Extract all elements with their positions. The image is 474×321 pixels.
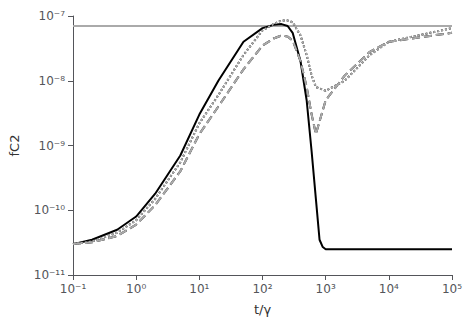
svg-text:10⁰: 10⁰ <box>126 282 146 296</box>
svg-text:10⁻⁸: 10⁻⁸ <box>39 74 66 88</box>
svg-text:fC2: fC2 <box>7 135 22 157</box>
svg-text:10⁻¹¹: 10⁻¹¹ <box>34 268 65 282</box>
svg-text:10³: 10³ <box>316 282 336 296</box>
svg-text:10¹: 10¹ <box>189 282 209 296</box>
svg-text:10⁻¹: 10⁻¹ <box>60 282 87 296</box>
svg-text:t/γ: t/γ <box>254 302 271 317</box>
svg-text:10⁻⁹: 10⁻⁹ <box>39 139 66 153</box>
svg-text:10⁵: 10⁵ <box>442 282 462 296</box>
svg-text:10⁴: 10⁴ <box>379 282 399 296</box>
svg-text:10⁻¹⁰: 10⁻¹⁰ <box>34 203 65 217</box>
svg-text:10²: 10² <box>252 282 272 296</box>
svg-text:10⁻⁷: 10⁻⁷ <box>39 9 66 23</box>
